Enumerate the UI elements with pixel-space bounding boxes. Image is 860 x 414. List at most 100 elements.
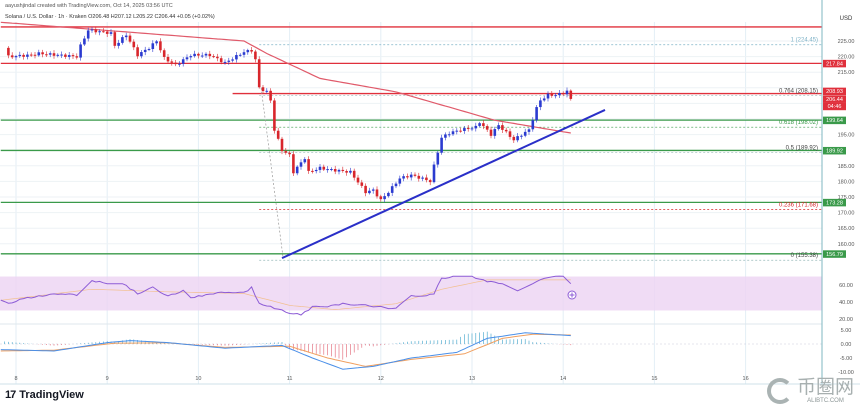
candle-down	[569, 90, 573, 99]
candle-up	[520, 135, 523, 137]
price-tag-label: 206.44	[826, 97, 843, 103]
candle-up	[124, 35, 128, 38]
candle-down	[102, 31, 105, 33]
candle-down	[379, 196, 383, 200]
fib-label: 0.764 (208.15)	[779, 89, 818, 95]
price-tag-label: 217.84	[826, 61, 843, 67]
watermark-cn: 币圈网	[796, 377, 854, 398]
candle-up	[474, 125, 478, 129]
candle-down	[94, 29, 98, 33]
candle-down	[219, 58, 223, 63]
candle-up	[535, 107, 538, 121]
brand-name: TradingView	[19, 389, 84, 401]
candle-down	[45, 54, 48, 56]
candle-down	[261, 87, 265, 92]
rsi-tick-label: 60.00	[839, 283, 853, 289]
time-axis[interactable]: 8 9 10 11 12 13 14 15 16	[14, 376, 748, 382]
tradingview-logo[interactable]: 17 TradingView	[5, 389, 84, 401]
candle-up	[265, 90, 269, 92]
candle-down	[288, 152, 291, 155]
candle-up	[295, 166, 299, 174]
candle-up	[242, 52, 246, 55]
candle-up	[394, 183, 398, 187]
candle-down	[10, 55, 14, 58]
candle-up	[79, 44, 82, 58]
candle-down	[508, 131, 512, 137]
time-tick-label: 10	[195, 376, 201, 382]
rsi-band	[0, 276, 822, 311]
price-tag-bg	[823, 250, 846, 258]
price-tag-bg	[823, 146, 846, 155]
candle-up	[390, 186, 394, 193]
candle-down	[257, 59, 261, 88]
trend-line[interactable]	[281, 109, 606, 260]
candle-up	[516, 136, 519, 141]
candle-up	[117, 42, 120, 46]
candle-down	[41, 52, 44, 55]
price-tag-label: 199.64	[826, 118, 843, 124]
candle-up	[185, 57, 189, 60]
candle-down	[280, 138, 284, 152]
trend-line-segment	[281, 109, 606, 260]
candle-up	[178, 63, 181, 65]
candle-up	[402, 176, 405, 179]
alert-plus-icon[interactable]	[567, 290, 577, 300]
symbol-name[interactable]: Solana / U.S. Dollar · 1h · Kraken	[5, 14, 87, 20]
candle-up	[349, 170, 352, 173]
candle-up	[368, 190, 371, 194]
candle-down	[311, 170, 314, 172]
candle-up	[26, 54, 29, 57]
candle-down	[52, 53, 56, 56]
candle-down	[428, 180, 432, 183]
candle-up	[143, 49, 147, 53]
candle-up	[121, 37, 124, 43]
candle-up	[527, 129, 531, 132]
candle-down	[33, 54, 37, 56]
candle-up	[223, 61, 227, 63]
candle-down	[75, 56, 79, 58]
candle-down	[466, 128, 470, 130]
candle-down	[292, 154, 295, 174]
candle-down	[482, 123, 485, 127]
candle-down	[7, 47, 10, 56]
grid-lines	[0, 22, 822, 384]
candle-down	[250, 50, 253, 52]
time-tick-label: 8	[14, 376, 17, 382]
ma-line	[0, 21, 571, 134]
candle-down	[22, 54, 25, 57]
candle-up	[227, 60, 231, 62]
candle-down	[212, 56, 215, 58]
candle-down	[162, 50, 166, 57]
candle-up	[189, 56, 193, 58]
price-tag-label: 156.79	[826, 252, 843, 258]
horizontal-levels	[0, 26, 822, 261]
candle-down	[485, 126, 489, 130]
candle-up	[151, 43, 155, 50]
price-tag-label: 208.93	[826, 89, 843, 95]
candle-up	[86, 30, 90, 39]
candle-up	[463, 128, 466, 132]
candle-down	[345, 171, 348, 173]
candle-up	[387, 192, 390, 197]
fib-label: 0.618 (198.02)	[779, 120, 818, 126]
candle-up	[140, 52, 143, 57]
candle-up	[37, 52, 41, 56]
candle-up	[371, 189, 375, 191]
candle-up	[231, 59, 234, 61]
candle-down	[504, 129, 508, 132]
macd-signal-line	[0, 333, 571, 367]
candle-up	[109, 32, 113, 34]
candle-up	[330, 169, 333, 171]
candle-down	[273, 100, 276, 131]
candle-up	[421, 177, 424, 179]
candle-up	[478, 123, 481, 126]
price-tick-label: 160.00	[838, 242, 855, 248]
candle-up	[398, 178, 402, 184]
candle-down	[64, 54, 67, 57]
price-axis[interactable]: 225.00 220.00 215.00 195.00 185.00 180.00 175.…	[838, 39, 855, 376]
candle-up	[303, 159, 307, 163]
candle-down	[352, 170, 356, 178]
candle-up	[497, 125, 500, 130]
candle-up	[98, 31, 101, 33]
